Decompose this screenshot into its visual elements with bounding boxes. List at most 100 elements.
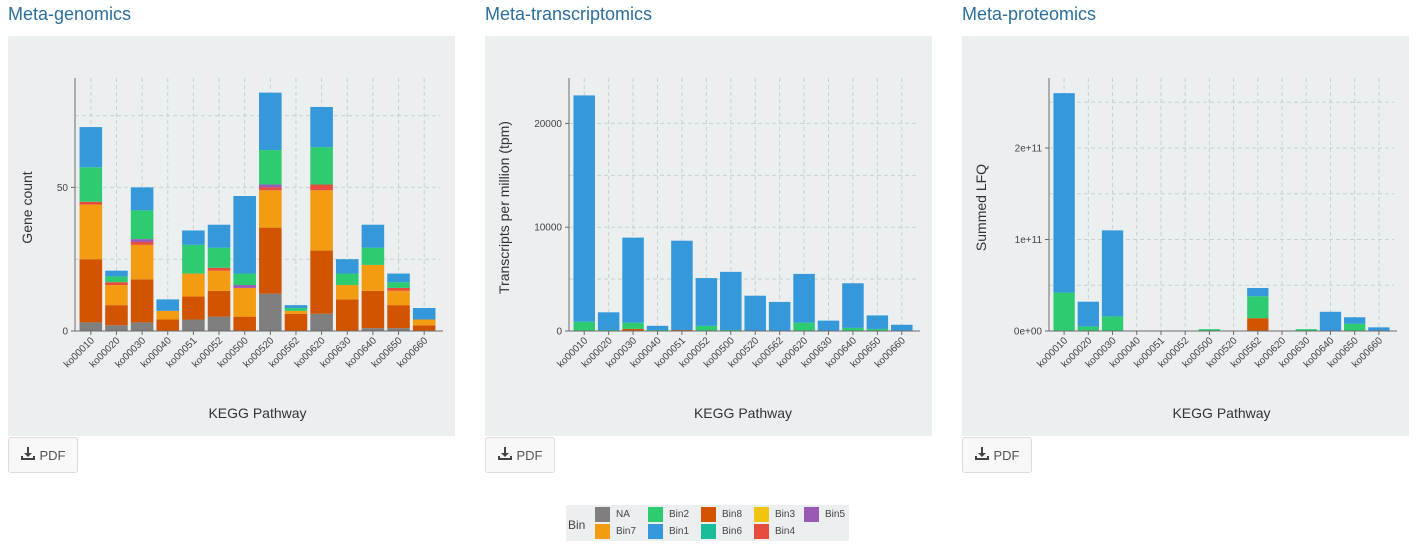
bar-segment-bin1	[866, 315, 889, 329]
chart-proteomics: 0e+00 1e+11 2e+11 ko00010 ko00020 ko00030 ko00…	[962, 36, 1409, 436]
bar-segment-bin2	[842, 327, 864, 331]
bar-segment-bin7	[79, 204, 103, 260]
bar-segment-bin2	[233, 273, 256, 286]
bar-segment-bin8	[207, 290, 231, 317]
pdf-download-button-genomics[interactable]: PDF	[8, 437, 78, 473]
bar-segment-bin2	[130, 210, 154, 240]
bar-segment-bin4	[130, 241, 154, 245]
y-tick-label: 20000	[534, 119, 562, 130]
legend-label: Bin5	[825, 509, 846, 520]
bar-segment-na	[130, 322, 154, 331]
bar-segment-bin8	[284, 313, 308, 331]
legend-swatch	[648, 507, 663, 522]
bar-segment-bin2	[597, 329, 620, 331]
legend-swatch	[595, 524, 610, 539]
bar-segment-bin8	[1247, 318, 1269, 331]
bar-segment-bin1	[1368, 327, 1390, 331]
pdf-download-button-proteomics[interactable]: PDF	[962, 437, 1032, 473]
bar-segment-bin2	[259, 150, 282, 185]
bar-segment-bin2	[573, 321, 595, 331]
bar-segment-bin1	[182, 230, 205, 245]
bar-segment-bin2	[182, 244, 205, 274]
y-axis-title: Transcripts per million (tpm)	[496, 121, 512, 294]
x-axis-title: KEGG Pathway	[694, 405, 792, 421]
legend-item-na: NA	[595, 507, 630, 522]
bar-segment-bin7	[335, 285, 359, 300]
bar-segment-bin8	[182, 296, 205, 320]
bar-segment-bin7	[412, 319, 436, 326]
bar-segment-bin8	[310, 250, 333, 314]
chart-genomics: 0 50 ko00010 ko00020 ko00030 ko00040 ko00051 ko…	[8, 36, 455, 436]
bar-segment-bin1	[1077, 301, 1099, 327]
panel-title-proteomics: Meta-proteomics	[962, 4, 1097, 24]
bar-segment-bin7	[284, 310, 308, 314]
bar-segment-bin8	[361, 290, 385, 329]
bar-segment-bin1	[310, 106, 333, 148]
bar-segment-bin5	[233, 285, 256, 288]
bar-segment-na	[207, 316, 231, 331]
bar-segment-bin1	[387, 273, 410, 283]
bar-segment-bin2	[1077, 326, 1099, 331]
bar-segment-bin4	[207, 267, 231, 271]
bar-segment-bin7	[182, 273, 205, 297]
legend-item-bin7: Bin7	[595, 524, 636, 539]
legend-label: Bin8	[722, 509, 743, 520]
legend-label: Bin3	[775, 509, 796, 520]
pdf-download-button-transcriptomics[interactable]: PDF	[485, 437, 555, 473]
bar-segment-bin7	[310, 190, 333, 251]
bar-segment-bin5	[259, 184, 282, 188]
bar-segment-na	[105, 325, 128, 331]
y-tick-label: 1e+11	[1015, 235, 1043, 246]
bar-segment-bin2	[79, 167, 103, 202]
legend-item-bin1: Bin1	[648, 524, 689, 539]
bar-segment-na	[79, 322, 103, 331]
legend-item-bin4: Bin4	[754, 524, 795, 539]
legend-item-bin3: Bin3	[754, 507, 795, 522]
legend-item-bin5: Bin5	[804, 507, 845, 522]
bar-segment-bin7	[105, 285, 128, 306]
bar-segment-bin1	[671, 240, 693, 330]
bar-segment-bin7	[130, 244, 154, 280]
bar-segment-bin2	[335, 273, 359, 286]
bar-segment-bin7	[361, 264, 385, 291]
bar-segment-bin2	[284, 308, 308, 311]
bar-segment-bin8	[259, 227, 282, 294]
legend-label: Bin1	[669, 526, 690, 537]
bar-segment-bin1	[1344, 317, 1366, 324]
pdf-button-label: PDF	[39, 447, 66, 463]
bar-segment-na	[259, 293, 282, 331]
legend-item-bin6: Bin6	[701, 524, 742, 539]
bar-segment-na	[310, 313, 333, 331]
bar-segment-bin8	[130, 279, 154, 323]
chart-proteomics-svg: 0e+001e+112e+11ko00010ko00020ko00030ko00…	[973, 78, 1397, 421]
bar-segment-bin4	[79, 201, 103, 205]
bar-segment-bin2	[1101, 316, 1124, 331]
x-axis-title: KEGG Pathway	[1172, 405, 1270, 421]
legend-item-bin2: Bin2	[648, 507, 689, 522]
y-tick-label: 0	[556, 327, 562, 338]
chart-genomics-svg: 050ko00010ko00020ko00030ko00040ko00051ko…	[19, 78, 443, 421]
bar-segment-bin7	[387, 290, 410, 306]
legend-title: Bin	[568, 518, 586, 532]
bar-segment-bin2	[105, 276, 128, 283]
bar-segment-bin1	[1247, 288, 1269, 297]
bar-segment-na	[361, 328, 385, 331]
bar-segment-bin2	[207, 247, 231, 268]
bar-segment-bin1	[412, 308, 436, 320]
legend-label: Bin6	[722, 526, 743, 537]
bar-segment-bin1	[622, 237, 644, 323]
bar-segment-bin2	[310, 147, 333, 185]
legend-swatch	[648, 524, 663, 539]
bar-segment-bin7	[156, 310, 180, 320]
bar-segment-bin4	[310, 184, 333, 191]
bar-segment-bin2	[1344, 323, 1366, 331]
bar-segment-bin5	[130, 239, 154, 242]
bar-segment-bin8	[156, 319, 180, 331]
bar-segment-bin1	[335, 259, 359, 274]
bar-segment-bin4	[259, 187, 282, 191]
pdf-button-label: PDF	[516, 447, 543, 463]
bar-segment-bin1	[744, 295, 766, 331]
bar-segment-bin2	[695, 325, 718, 331]
x-axis-title: KEGG Pathway	[208, 405, 306, 421]
bar-segment-bin2	[1247, 296, 1269, 319]
